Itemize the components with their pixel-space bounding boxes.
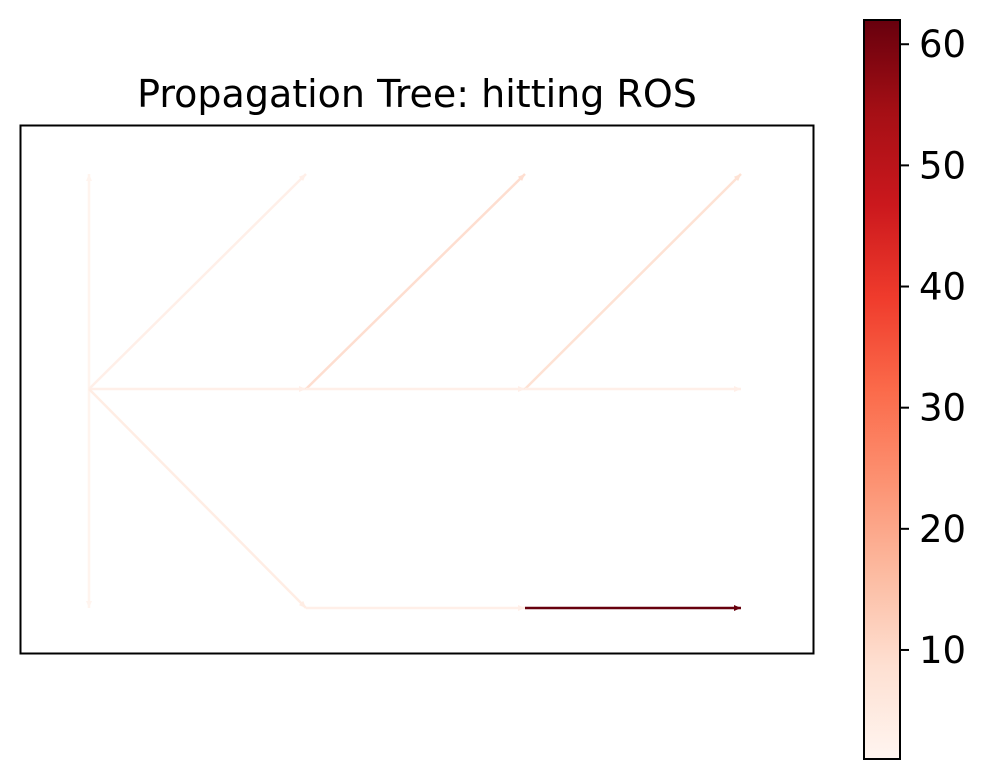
edge-a1-b2 [88, 388, 307, 609]
edge-arrowhead-b1-c1 [518, 386, 525, 392]
edge-arrowhead-a1-b1 [299, 386, 306, 392]
edge-arrowhead-a1-a2 [86, 601, 92, 608]
colorbar-tick-label: 20 [919, 508, 966, 551]
colorbar-tick-label: 60 [919, 23, 966, 66]
edge-arrowhead-c2-d2 [734, 605, 741, 611]
plot-frame [19, 124, 815, 655]
edge-arrowhead-a1-b0 [298, 174, 306, 182]
colorbar-tick-label: 50 [919, 144, 966, 187]
colorbar [863, 19, 901, 760]
edge-arrowhead-c1-d0 [733, 174, 741, 182]
colorbar-tick-label: 40 [919, 266, 966, 309]
edge-arrowhead-b1-c0 [517, 174, 525, 182]
edge-a1-b0 [88, 173, 307, 390]
edge-arrowhead-c1-d1 [734, 386, 741, 392]
colorbar-tick-label: 30 [919, 387, 966, 430]
edge-arrowhead-a1-b2 [298, 600, 306, 608]
edge-b1-c0 [305, 173, 526, 390]
colorbar-tick-label: 10 [919, 629, 966, 672]
colorbar-ticks: 10 20 30 40 50 60 [900, 23, 966, 672]
edge-c1-d0 [524, 173, 742, 390]
edge-arrowhead-b2-c2 [518, 605, 525, 611]
edges-layer [86, 173, 742, 611]
edge-arrowhead-a1-a0 [86, 174, 92, 181]
chart-title: Propagation Tree: hitting ROS [137, 72, 697, 116]
